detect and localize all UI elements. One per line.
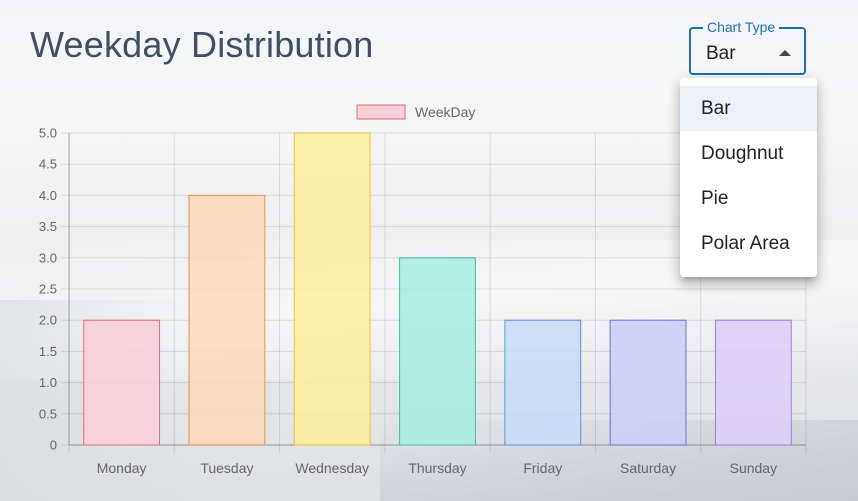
legend-swatch: [356, 104, 406, 120]
bar-thursday: [399, 257, 476, 446]
x-tick-label: Friday: [523, 460, 562, 476]
y-tick-label: 2.5: [39, 282, 57, 297]
x-tick-label: Wednesday: [295, 460, 369, 476]
x-tick-label: Saturday: [620, 460, 676, 476]
chart-type-value: Bar: [706, 43, 736, 64]
y-tick-label: 2.0: [39, 313, 57, 328]
menu-item-doughnut[interactable]: Doughnut: [701, 143, 784, 164]
y-tick-label: 4.0: [39, 188, 57, 203]
menu-item-bar[interactable]: Bar: [680, 86, 817, 131]
menu-item-polar-area[interactable]: Polar Area: [701, 233, 790, 254]
page-title: Weekday Distribution: [30, 24, 374, 65]
bar-saturday: [609, 319, 687, 446]
y-tick-label: 4.5: [39, 157, 57, 172]
y-tick-label: 0: [50, 438, 57, 453]
bar-friday: [504, 319, 582, 446]
menu-item-pie[interactable]: Pie: [701, 188, 729, 209]
y-tick-label: 1.5: [39, 344, 57, 359]
bar-sunday: [714, 319, 792, 446]
bar-monday: [83, 319, 161, 446]
chart-type-select[interactable]: Chart Type Bar: [689, 19, 806, 75]
chart-type-menu: Bar Doughnut Pie Polar Area: [680, 78, 817, 277]
legend-label: WeekDay: [415, 104, 475, 120]
y-tick-label: 3.0: [39, 250, 57, 265]
x-tick-label: Sunday: [730, 460, 777, 476]
bar-wednesday: [293, 132, 371, 446]
y-tick-label: 3.5: [39, 219, 57, 234]
y-tick-label: 0.5: [39, 406, 57, 421]
bar-tuesday: [188, 194, 266, 446]
x-tick-label: Tuesday: [200, 460, 253, 476]
chart-type-label: Chart Type: [703, 19, 780, 35]
y-tick-label: 1.0: [39, 375, 57, 390]
x-tick-label: Monday: [97, 460, 147, 476]
caret-up-icon: [779, 50, 791, 56]
y-tick-label: 5.0: [39, 126, 57, 141]
x-tick-label: Thursday: [408, 460, 466, 476]
